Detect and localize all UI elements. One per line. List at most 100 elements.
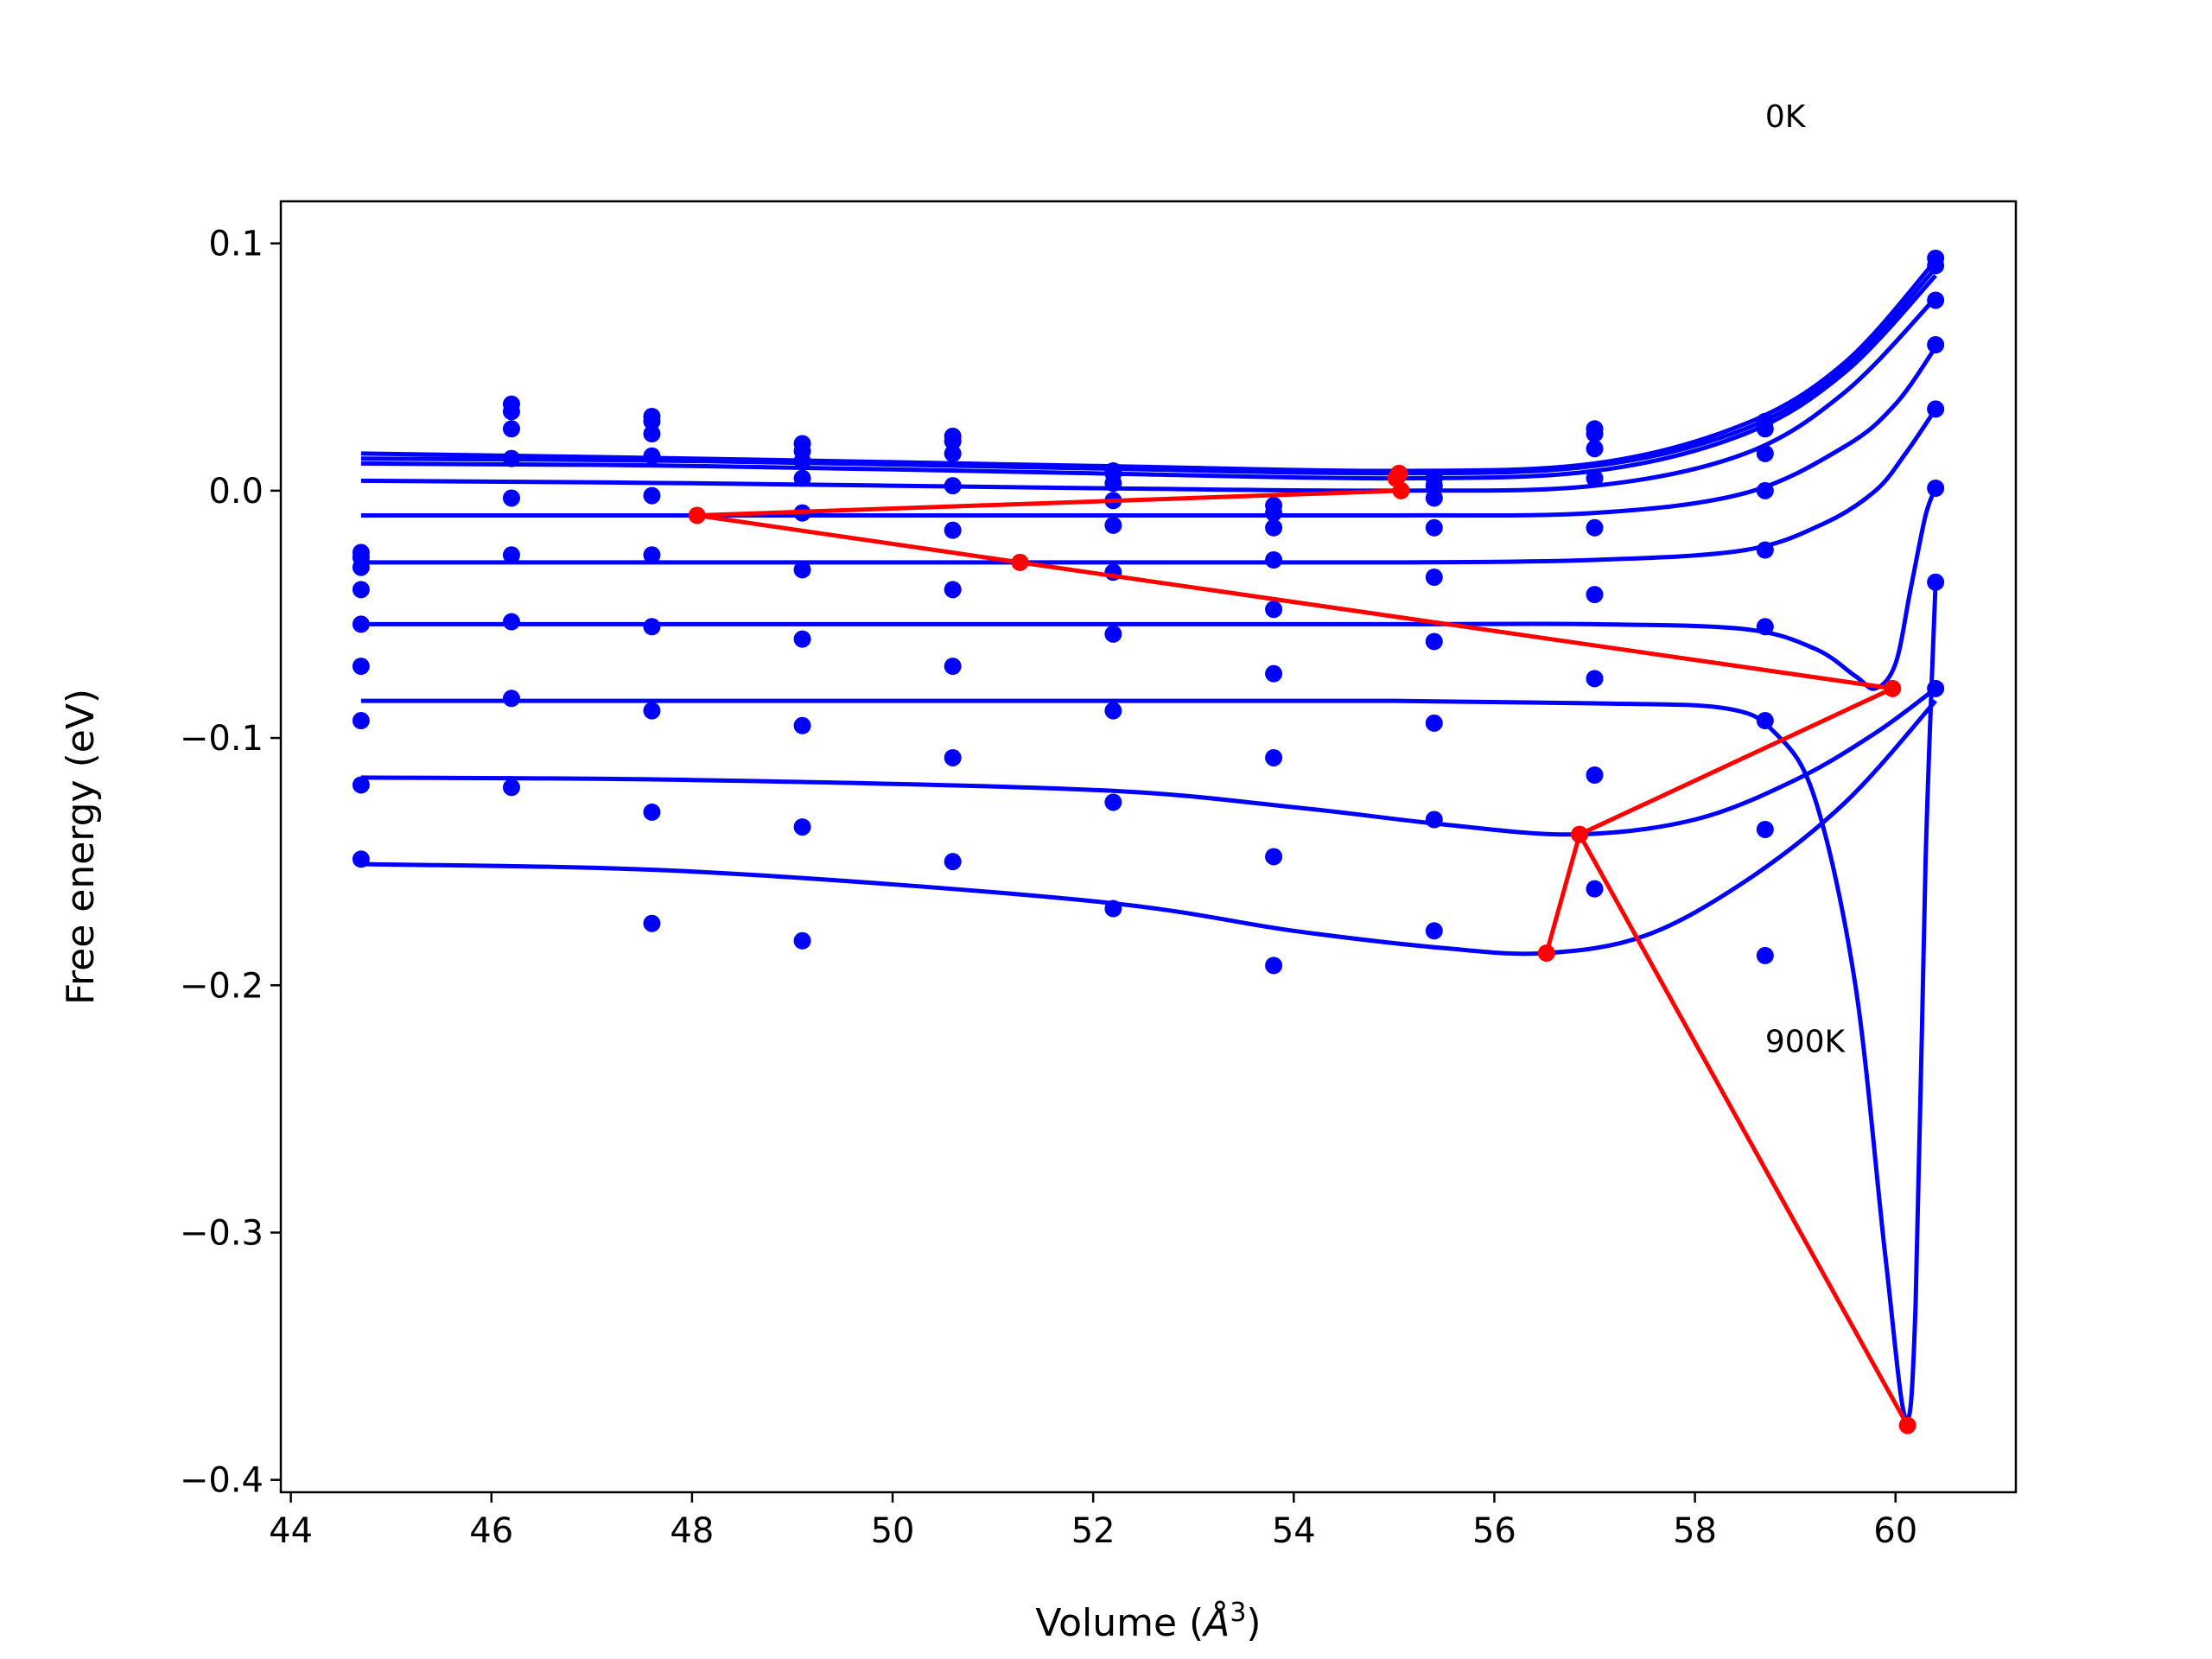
y-tick-label-5: −0.4 bbox=[180, 1461, 264, 1501]
x-tick-label-8: 60 bbox=[1873, 1511, 1917, 1551]
data-point-1-4 bbox=[502, 489, 520, 507]
data-point-6-6 bbox=[1265, 748, 1283, 766]
y-tick-label-3: −0.2 bbox=[180, 966, 264, 1006]
minima-marker-10 bbox=[1898, 1416, 1916, 1434]
data-point-1-1 bbox=[502, 403, 520, 421]
x-axis-ticks: 44 46 48 50 52 54 56 58 60 bbox=[269, 1492, 1917, 1551]
y-axis-ticks: 0.1 0.0 −0.1 −0.2 −0.3 −0.4 bbox=[180, 225, 281, 1501]
data-point-0-7 bbox=[352, 776, 370, 794]
data-point-9-6 bbox=[1756, 712, 1774, 730]
data-point-3-9 bbox=[793, 931, 811, 950]
data-point-10-6 bbox=[1927, 573, 1945, 591]
x-tick-label-0: 44 bbox=[269, 1511, 313, 1551]
data-point-10-5 bbox=[1927, 480, 1945, 497]
data-point-5-6 bbox=[1104, 625, 1122, 643]
data-point-3-2 bbox=[793, 452, 811, 470]
x-tick-label-6: 56 bbox=[1472, 1511, 1516, 1551]
data-point-0-2 bbox=[352, 558, 370, 576]
data-point-4-7 bbox=[944, 748, 962, 766]
data-point-2-7 bbox=[643, 702, 661, 720]
data-point-3-7 bbox=[793, 716, 811, 734]
data-point-5-9 bbox=[1104, 899, 1122, 918]
fit-curve-8 bbox=[360, 686, 1937, 837]
data-point-4-6 bbox=[944, 658, 962, 676]
data-point-1-2 bbox=[502, 420, 520, 438]
data-point-7-4 bbox=[1425, 569, 1443, 587]
data-point-2-6 bbox=[643, 618, 661, 636]
data-point-5-8 bbox=[1104, 793, 1122, 811]
data-point-8-2 bbox=[1586, 440, 1604, 458]
data-point-8-6 bbox=[1586, 670, 1604, 688]
data-point-10-3 bbox=[1927, 336, 1945, 353]
minima-marker-4 bbox=[688, 506, 706, 524]
x-axis-label: Volume (Å3) bbox=[1035, 1598, 1261, 1646]
data-point-4-4 bbox=[944, 521, 962, 539]
minima-marker-3 bbox=[1392, 481, 1410, 499]
y-tick-label-2: −0.1 bbox=[180, 719, 264, 759]
fit-curve-5 bbox=[360, 408, 1938, 565]
data-point-3-6 bbox=[793, 630, 811, 648]
data-point-0-4 bbox=[352, 615, 370, 633]
minima-marker-9 bbox=[1571, 825, 1589, 843]
minima-path bbox=[688, 464, 1916, 1434]
data-point-4-3 bbox=[944, 477, 962, 495]
data-point-3-8 bbox=[793, 818, 811, 836]
data-point-2-1 bbox=[643, 412, 661, 430]
data-point-10-2 bbox=[1927, 291, 1945, 309]
minima-marker-6 bbox=[1884, 679, 1902, 697]
y-tick-label-4: −0.3 bbox=[180, 1213, 264, 1253]
fit-curve-1 bbox=[360, 266, 1937, 476]
data-point-10-1 bbox=[1927, 257, 1945, 275]
data-point-8-4 bbox=[1586, 518, 1604, 537]
data-point-1-7 bbox=[502, 690, 520, 708]
y-axis-label: Free energy (eV) bbox=[59, 689, 103, 1005]
data-point-6-3 bbox=[1265, 551, 1283, 569]
data-point-6-4 bbox=[1265, 601, 1283, 619]
x-tick-label-1: 46 bbox=[469, 1511, 513, 1551]
data-point-2-3 bbox=[643, 447, 661, 465]
data-point-1-6 bbox=[502, 613, 520, 631]
data-point-10-4 bbox=[1927, 400, 1945, 418]
data-point-10-7 bbox=[1927, 679, 1945, 697]
data-point-8-8 bbox=[1586, 880, 1604, 898]
data-point-7-1 bbox=[1425, 477, 1443, 495]
x-tick-label-7: 58 bbox=[1673, 1511, 1717, 1551]
data-point-2-9 bbox=[643, 914, 661, 932]
data-point-1-5 bbox=[502, 546, 520, 564]
data-point-9-7 bbox=[1756, 820, 1774, 838]
data-point-4-2 bbox=[944, 444, 962, 462]
fit-curve-7 bbox=[360, 582, 1938, 1422]
x-tick-label-5: 54 bbox=[1272, 1511, 1316, 1551]
fit-curve-0 bbox=[360, 259, 1937, 474]
data-point-7-8 bbox=[1425, 922, 1443, 940]
data-point-2-2 bbox=[643, 425, 661, 443]
data-point-2-8 bbox=[643, 803, 661, 821]
data-point-3-3 bbox=[793, 469, 811, 487]
data-point-0-8 bbox=[352, 850, 370, 868]
data-point-1-8 bbox=[502, 779, 520, 797]
minima-marker-8 bbox=[1537, 944, 1555, 963]
data-point-6-8 bbox=[1265, 957, 1283, 975]
data-point-8-7 bbox=[1586, 766, 1604, 784]
data-point-9-5 bbox=[1756, 618, 1774, 636]
data-point-4-8 bbox=[944, 853, 962, 871]
x-tick-label-4: 52 bbox=[1071, 1511, 1116, 1551]
data-point-0-6 bbox=[352, 712, 370, 730]
fit-curve-6 bbox=[360, 487, 1938, 691]
data-point-9-2 bbox=[1756, 444, 1774, 462]
data-point-8-1 bbox=[1586, 425, 1604, 443]
annotation-900k: 900K bbox=[1765, 1025, 1847, 1060]
y-tick-label-0: 0.1 bbox=[208, 225, 264, 264]
data-point-6-1 bbox=[1265, 504, 1283, 522]
fit-curve-2 bbox=[360, 274, 1937, 481]
annotation-0k: 0K bbox=[1765, 99, 1807, 135]
plot-frame bbox=[279, 200, 2018, 1494]
data-point-2-4 bbox=[643, 486, 661, 505]
data-point-4-5 bbox=[944, 581, 962, 599]
data-point-7-6 bbox=[1425, 714, 1443, 732]
data-point-6-2 bbox=[1265, 518, 1283, 537]
data-point-7-2 bbox=[1425, 489, 1443, 507]
data-point-5-7 bbox=[1104, 702, 1122, 720]
